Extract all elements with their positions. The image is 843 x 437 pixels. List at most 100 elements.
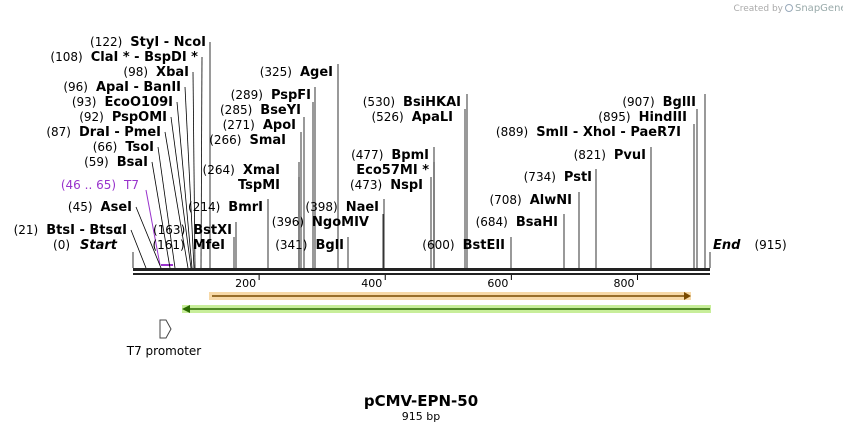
- site-position: (600): [422, 238, 454, 252]
- site-enzymes: BglI: [315, 238, 344, 253]
- site-position: (266): [209, 133, 241, 147]
- site-label: (473) NspI: [350, 178, 423, 193]
- site-enzymes: PspOMI: [112, 110, 167, 125]
- site-label: (477) BpmI: [351, 148, 429, 163]
- feature-arrowhead: [182, 305, 190, 313]
- feature-arrowhead: [684, 292, 691, 300]
- primer-name: T7: [123, 178, 139, 192]
- site-label: (889) SmlI - XhoI - PaeR7I: [496, 125, 681, 140]
- site-enzymes: BseYI: [260, 103, 301, 118]
- site-enzymes: XmaI: [243, 163, 280, 178]
- site-label: (821) PvuI: [574, 148, 646, 163]
- site-label: (398) NaeI: [305, 200, 379, 215]
- site-position: (341): [275, 238, 307, 252]
- site-enzymes: TspMI: [238, 178, 280, 193]
- cut-line: [176, 101, 193, 269]
- site-label: (163) BstXI: [153, 223, 232, 238]
- site-enzymes: AlwNI: [530, 193, 572, 208]
- site-label: (214) BmrI: [188, 200, 263, 215]
- site-enzymes: DraI - PmeI: [79, 125, 161, 140]
- site-position: (21): [14, 223, 39, 237]
- site-label: Eco57MI *: [356, 163, 429, 178]
- primer-line: [145, 189, 161, 266]
- site-position: (92): [79, 110, 104, 124]
- site-label: (907) BglII: [622, 95, 696, 110]
- site-position: (285): [220, 103, 252, 117]
- site-enzymes: NspI: [390, 178, 423, 193]
- primer-position: (46 .. 65): [61, 178, 116, 192]
- site-enzymes: BmrI: [228, 200, 263, 215]
- ruler-label: 800: [613, 277, 634, 290]
- site-position: (108): [50, 50, 82, 64]
- site-label: (266) SmaI: [209, 133, 286, 148]
- site-label: (93) EcoO109I: [72, 95, 173, 110]
- site-enzymes: BpmI: [391, 148, 429, 163]
- primer-label: (46 .. 65) T7: [61, 178, 139, 192]
- site-enzymes: SmaI: [249, 133, 286, 148]
- site-label: (96) ApaI - BanII: [63, 80, 181, 95]
- sites: (122) StyI - NcoI (108) ClaI * - BspDI *(98…: [14, 35, 706, 269]
- site-label: (271) ApoI: [223, 118, 296, 133]
- site-enzymes: BsiHKAI: [403, 95, 461, 110]
- start-position: (0): [53, 238, 70, 252]
- site-position: (889): [496, 125, 528, 139]
- backbone: [133, 268, 710, 271]
- site-position: (289): [231, 88, 263, 102]
- site-position: (271): [223, 118, 255, 132]
- cut-line: [200, 56, 203, 269]
- site-enzymes: PvuI: [614, 148, 646, 163]
- site-label: (161) MfeI: [152, 238, 225, 253]
- site-enzymes: PstI: [564, 170, 592, 185]
- site-position: (161): [152, 238, 184, 252]
- cut-line: [135, 206, 162, 269]
- site-label: (530) BsiHKAI: [363, 95, 461, 110]
- site-enzymes: HindIII: [639, 110, 687, 125]
- site-enzymes: PspFI: [271, 88, 311, 103]
- end-label: End (915): [713, 238, 787, 253]
- cut-line: [170, 116, 192, 269]
- start-label: (0) Start: [53, 238, 118, 253]
- credit-brand: SnapGene: [795, 3, 843, 14]
- site-position: (396): [272, 215, 304, 229]
- site-position: (66): [93, 140, 118, 154]
- site-position: (59): [84, 155, 109, 169]
- cut-line: [164, 131, 189, 269]
- site-position: (96): [63, 80, 88, 94]
- site-label: (59) BsaI: [84, 155, 148, 170]
- site-label: (708) AlwNI: [489, 193, 572, 208]
- site-enzymes: NgoMIV: [312, 215, 369, 230]
- site-enzymes: ApaLI: [412, 110, 453, 125]
- site-enzymes: Eco57MI *: [356, 163, 429, 178]
- site-label: (600) BstEII: [422, 238, 505, 253]
- site-position: (473): [350, 178, 382, 192]
- site-enzymes: XbaI: [156, 65, 189, 80]
- site-enzymes: ApaI - BanII: [96, 80, 181, 95]
- site-label: (289) PspFI: [231, 88, 311, 103]
- site-enzymes: AseI: [101, 200, 132, 215]
- site-position: (264): [203, 163, 235, 177]
- site-position: (87): [46, 125, 71, 139]
- site-enzymes: MfeI: [193, 238, 225, 253]
- credit-prefix: Created by: [733, 4, 783, 14]
- site-position: (214): [188, 200, 220, 214]
- site-position: (708): [489, 193, 521, 207]
- site-label: (122) StyI - NcoI: [90, 35, 206, 50]
- site-position: (398): [305, 200, 337, 214]
- site-label: (98) XbaI: [123, 65, 189, 80]
- site-label: (92) PspOMI: [79, 110, 167, 125]
- site-label: (45) AseI: [68, 200, 132, 215]
- site-label: (734) PstI: [524, 170, 592, 185]
- cut-line: [130, 229, 147, 269]
- site-position: (45): [68, 200, 93, 214]
- site-enzymes: BglII: [663, 95, 696, 110]
- site-label: (285) BseYI: [220, 103, 301, 118]
- site-position: (895): [598, 110, 630, 124]
- site-enzymes: ClaI * - BspDI *: [91, 50, 198, 65]
- cut-line: [192, 71, 196, 269]
- site-position: (821): [574, 148, 606, 162]
- site-position: (477): [351, 148, 383, 162]
- site-enzymes: SmlI - XhoI - PaeR7I: [536, 125, 681, 140]
- site-position: (907): [622, 95, 654, 109]
- site-label: (396) NgoMIV: [272, 215, 369, 230]
